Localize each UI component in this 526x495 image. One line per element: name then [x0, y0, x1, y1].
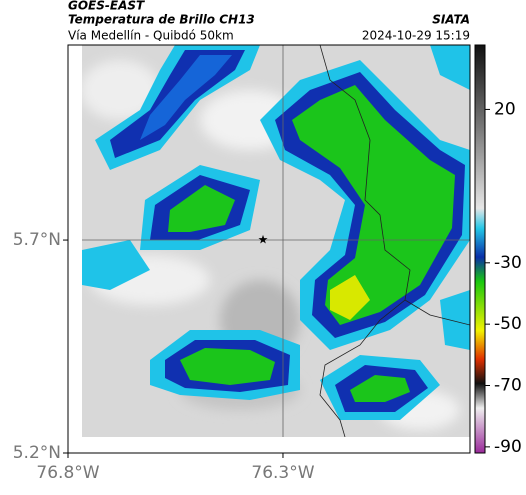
colorbar-tick-label: -90	[494, 437, 522, 457]
title: Temperatura de Brillo CH13	[68, 13, 255, 27]
colorbar-tick-label: -30	[494, 253, 522, 273]
colorbar	[474, 44, 486, 454]
source: GOES-EAST	[68, 0, 145, 13]
y-tick-label: 5.2°N	[13, 443, 61, 463]
axes-frame	[67, 44, 471, 454]
brand: SIATA	[432, 13, 470, 27]
subtitle: Vía Medellín - Quibdó 50km	[68, 29, 234, 43]
colorbar-tick-label: -50	[494, 314, 522, 334]
timestamp: 2024-10-29 15:19	[362, 29, 470, 43]
y-tick-label: 5.7°N	[13, 230, 61, 250]
ticks: 76.8°W 76.3°W 5.7°N 5.2°N 20 -30 -50 -70 -90	[13, 99, 522, 483]
x-tick-label: 76.3°W	[251, 463, 314, 483]
svg-text:★: ★	[258, 233, 269, 247]
colorbar-tick-label: -70	[494, 376, 522, 396]
colorbar-tick-label: 20	[494, 99, 516, 119]
satellite-image: ★	[82, 45, 470, 437]
x-tick-label: 76.8°W	[36, 463, 99, 483]
